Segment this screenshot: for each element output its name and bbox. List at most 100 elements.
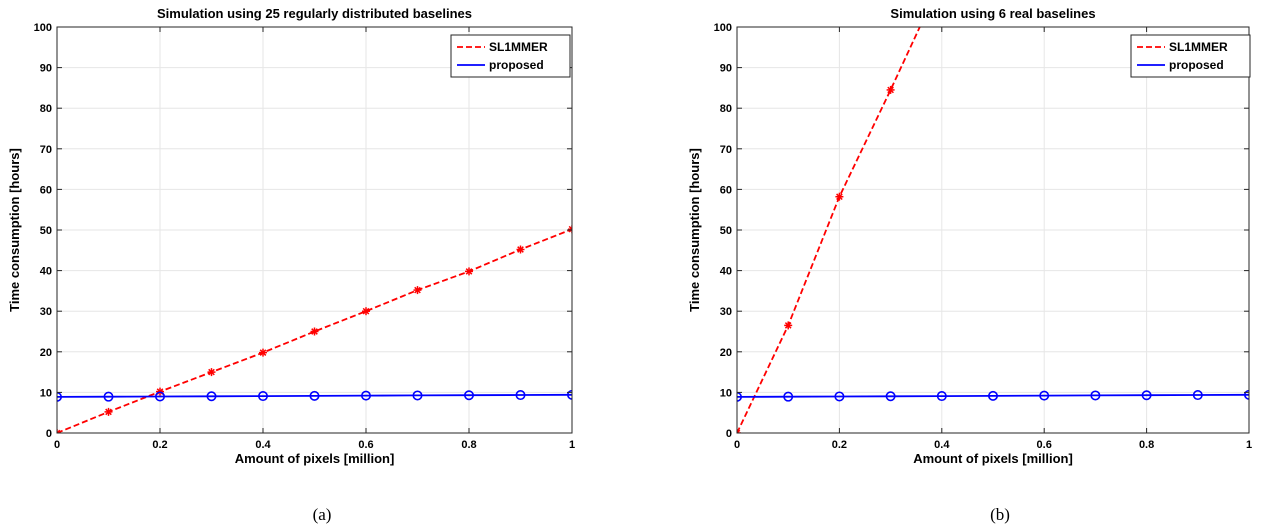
chart-a: 0 0.2 0.4 0.6 0.8 10102030405060708090100Simu… — [7, 6, 575, 524]
data-point-stroke — [465, 268, 473, 275]
y-tick-label: 20 — [40, 347, 52, 359]
y-tick-label: 30 — [720, 306, 732, 318]
x-tick-label: 0.6 — [1037, 439, 1052, 451]
x-tick-label: 0.6 — [358, 439, 373, 451]
data-point — [257, 391, 268, 402]
data-point — [309, 390, 320, 401]
data-point — [936, 391, 947, 402]
data-point-stroke — [836, 193, 843, 201]
series-line-proposed — [737, 393, 1249, 398]
x-tick-label: 0.2 — [152, 439, 167, 451]
y-tick-label: 20 — [720, 347, 732, 359]
data-point — [1192, 390, 1203, 401]
chart-title: Simulation using 25 regularly distribute… — [157, 6, 472, 21]
data-point-stroke — [737, 429, 741, 433]
data-point — [412, 390, 423, 401]
data-point — [57, 391, 62, 402]
x-tick-label: 0 — [734, 439, 740, 451]
legend: SL1MMER proposed — [450, 34, 571, 78]
y-axis-label: Time consumption [hours] — [7, 148, 22, 312]
legend-box — [1130, 34, 1251, 78]
data-point — [1244, 389, 1249, 400]
data-point — [987, 390, 998, 401]
data-point — [885, 391, 896, 402]
y-axis-label: Time consumption [hours] — [687, 148, 702, 312]
legend: SL1MMER proposed — [1130, 34, 1251, 78]
y-tick-label: 30 — [40, 306, 52, 318]
data-point-stroke — [311, 328, 318, 335]
y-tick-label: 40 — [40, 266, 52, 278]
y-tick-label: 90 — [40, 63, 52, 75]
data-point — [103, 391, 114, 402]
data-point — [516, 245, 525, 254]
y-tick-label: 10 — [720, 387, 732, 399]
x-tick-label: 0.4 — [934, 439, 950, 451]
figure-caption: (b) — [990, 505, 1010, 524]
y-tick-label: 100 — [714, 22, 732, 34]
y-tick-label: 10 — [40, 387, 52, 399]
data-point — [783, 391, 794, 402]
legend-label: SL1MMER — [1169, 40, 1228, 54]
y-tick-label: 90 — [720, 63, 732, 75]
series-group — [57, 225, 572, 433]
y-tick-label: 70 — [40, 144, 52, 156]
series-line-proposed — [57, 393, 572, 398]
data-point-stroke — [362, 307, 370, 315]
y-tick-label: 50 — [40, 225, 52, 237]
x-tick-label: 1 — [1246, 439, 1252, 451]
data-point — [784, 321, 793, 330]
series-line-sl1mmer — [57, 228, 572, 433]
data-point — [1090, 390, 1101, 401]
y-tick-label: 70 — [720, 144, 732, 156]
data-point-stroke — [57, 429, 61, 433]
data-point — [207, 368, 216, 377]
data-point-stroke — [517, 246, 524, 253]
data-point-stroke — [784, 322, 792, 329]
x-tick-label: 0 — [54, 439, 60, 451]
legend-label: proposed — [489, 58, 544, 72]
data-point — [310, 327, 319, 336]
data-point — [206, 391, 217, 402]
data-point-stroke — [568, 228, 572, 233]
chart-title: Simulation using 6 real baselines — [890, 6, 1095, 21]
data-point-stroke — [259, 349, 267, 356]
y-tick-label: 0 — [46, 428, 52, 440]
x-tick-label: 0.8 — [1139, 439, 1154, 451]
data-point-stroke — [105, 408, 112, 416]
data-point — [737, 429, 741, 433]
x-tick-label: 1 — [569, 439, 575, 451]
data-point — [737, 391, 742, 402]
data-point — [57, 429, 61, 433]
data-point — [155, 391, 166, 402]
data-point — [834, 391, 845, 402]
y-tick-label: 0 — [726, 428, 732, 440]
legend-box — [450, 34, 571, 78]
legend-label: proposed — [1169, 58, 1224, 72]
y-tick-label: 100 — [34, 22, 52, 34]
series-group — [737, 27, 1249, 433]
data-point — [465, 267, 473, 276]
data-point-stroke — [568, 225, 572, 231]
data-point — [259, 348, 267, 357]
data-point — [835, 192, 844, 201]
x-axis-label: Amount of pixels [million] — [913, 451, 1073, 466]
data-point-stroke — [414, 286, 421, 294]
figure-caption: (a) — [313, 505, 332, 524]
data-point — [104, 407, 113, 416]
x-tick-label: 0.2 — [832, 439, 847, 451]
chart-b: 0 0.2 0.4 0.6 0.8 10102030405060708090100Simu… — [687, 6, 1252, 524]
x-tick-label: 0.4 — [255, 439, 271, 451]
data-point — [463, 390, 474, 401]
data-point — [1141, 390, 1152, 401]
data-point — [568, 225, 572, 234]
y-tick-label: 60 — [720, 184, 732, 196]
data-point — [886, 85, 895, 94]
y-tick-label: 50 — [720, 225, 732, 237]
x-axis-label: Amount of pixels [million] — [235, 451, 395, 466]
y-tick-label: 80 — [40, 103, 52, 115]
data-point — [362, 307, 370, 316]
y-tick-label: 60 — [40, 184, 52, 196]
y-tick-label: 40 — [720, 266, 732, 278]
data-point — [515, 390, 526, 401]
